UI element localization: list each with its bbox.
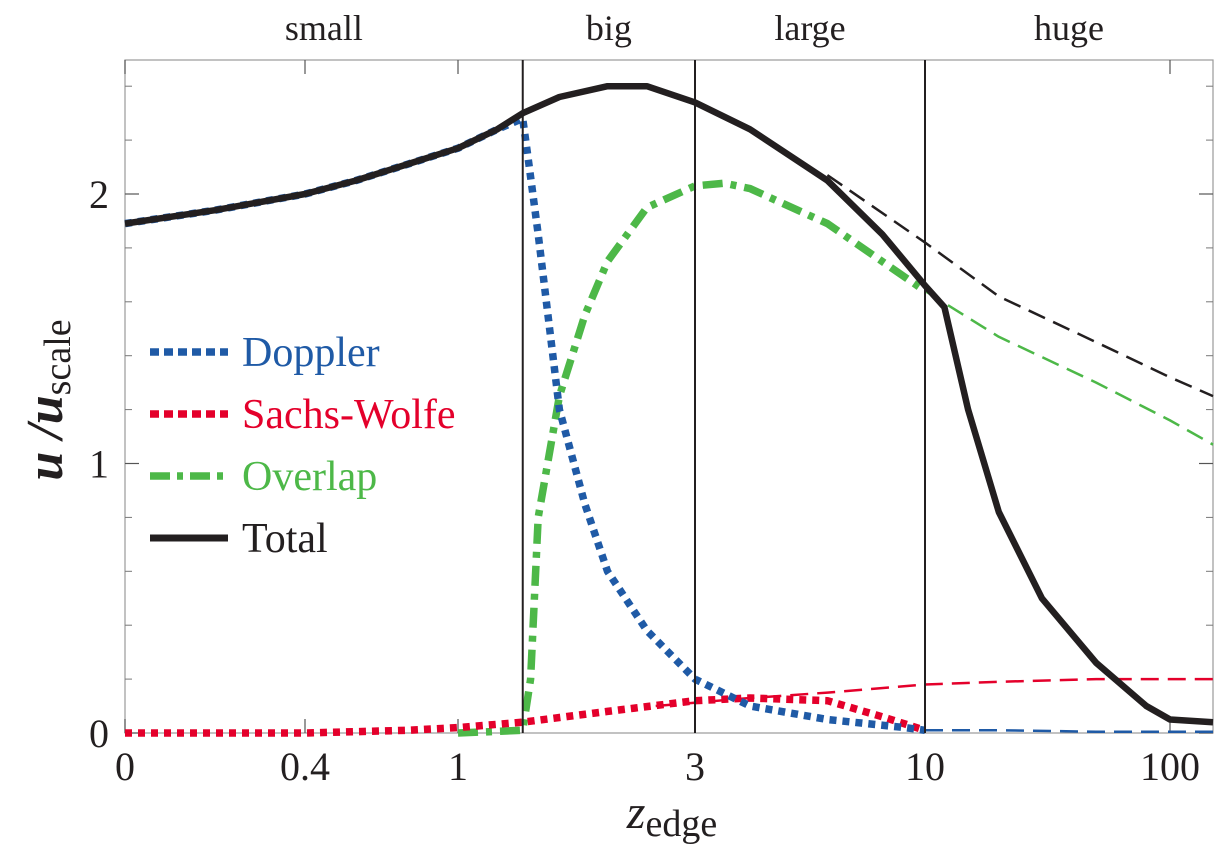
region-labels: small big large huge (285, 8, 1104, 48)
x-axis-ticks: 0 0.4 1 3 10 100 (115, 60, 1200, 789)
x-axis-title-sub: edge (645, 803, 717, 845)
x-tick-label: 3 (685, 744, 705, 789)
legend: Doppler Sachs-Wolfe Overlap Total (150, 330, 456, 562)
region-label-big: big (586, 8, 632, 48)
region-label-huge: huge (1034, 8, 1104, 48)
y-axis-ticks: 0 1 2 (89, 85, 1213, 756)
x-tick-label: 10 (905, 744, 945, 789)
x-tick-label: 0.4 (280, 744, 330, 789)
region-label-small: small (285, 8, 363, 48)
y-axis-title-sub: scale (37, 319, 79, 395)
series-line-total (124, 82, 1214, 726)
y-tick-label: 2 (89, 172, 109, 217)
series-layer (124, 82, 1214, 737)
y-axis-title: u /uscale (17, 319, 79, 480)
plot-border (124, 59, 1214, 734)
y-tick-label: 1 (89, 442, 109, 487)
series-line-doppler-extended (925, 729, 1213, 733)
series-line-sachs-wolfe (125, 694, 927, 737)
series-line-overlap-extended (924, 289, 1214, 446)
legend-label-doppler: Doppler (242, 330, 380, 376)
legend-label-total: Total (242, 516, 328, 562)
x-tick-label: 100 (1140, 744, 1200, 789)
x-tick-label: 1 (448, 744, 468, 789)
series-line-sachs-wolfe-extended (655, 677, 1213, 708)
series-line-overlap (457, 179, 928, 737)
x-tick-label: 0 (115, 744, 135, 789)
legend-label-overlap: Overlap (242, 454, 377, 500)
legend-label-sachs-wolfe: Sachs-Wolfe (242, 392, 456, 438)
series-line-total-extended (826, 174, 1214, 398)
plot-frame (124, 59, 1214, 734)
x-axis-title: zedge (626, 786, 717, 845)
region-label-large: large (774, 8, 845, 48)
y-tick-label: 0 (89, 711, 109, 756)
region-boundaries (521, 60, 926, 733)
